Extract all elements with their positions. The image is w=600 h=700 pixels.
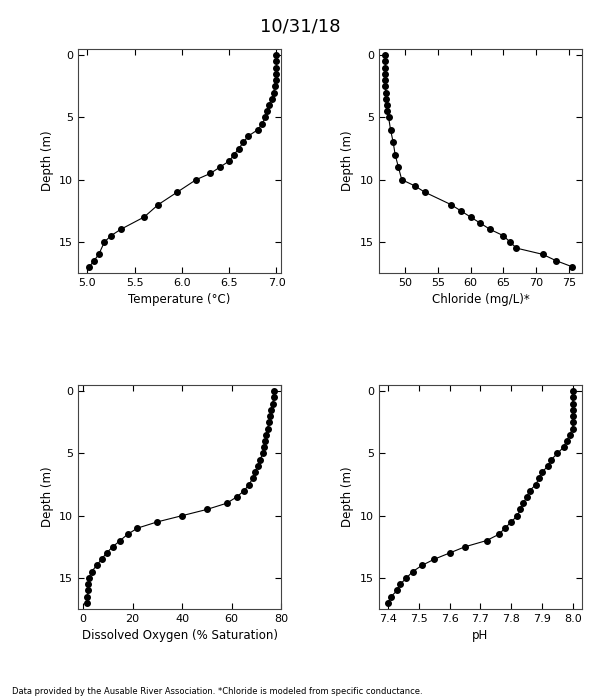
Y-axis label: Depth (m): Depth (m) [341,131,355,191]
X-axis label: Dissolved Oxygen (% Saturation): Dissolved Oxygen (% Saturation) [82,629,278,643]
Text: Data provided by the Ausable River Association. *Chloride is modeled from specif: Data provided by the Ausable River Assoc… [12,687,422,696]
X-axis label: Chloride (mg/L)*: Chloride (mg/L)* [431,293,529,307]
Y-axis label: Depth (m): Depth (m) [341,467,355,527]
X-axis label: Temperature (°C): Temperature (°C) [128,293,231,307]
X-axis label: pH: pH [472,629,488,643]
Y-axis label: Depth (m): Depth (m) [41,131,53,191]
Y-axis label: Depth (m): Depth (m) [41,467,53,527]
Text: 10/31/18: 10/31/18 [260,18,340,36]
